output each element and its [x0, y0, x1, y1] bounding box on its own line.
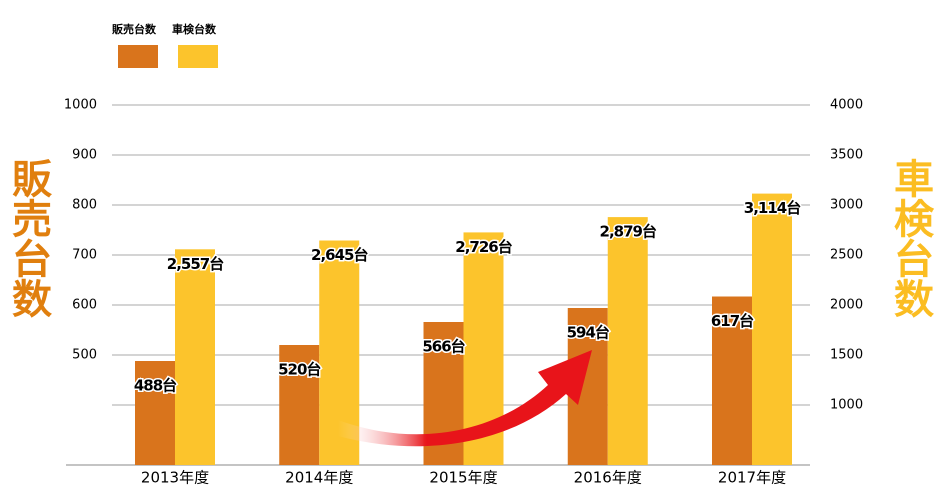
x-tick-label: 2016年度	[574, 469, 642, 487]
y2-axis-title: 車検台数	[887, 158, 933, 318]
legend-swatch	[178, 45, 218, 68]
value-label: 488台	[134, 377, 177, 395]
bar	[175, 249, 215, 465]
value-label: 617台	[711, 312, 754, 330]
y-tick-label: 900	[72, 148, 97, 163]
y2-tick-label: 1000	[830, 398, 863, 413]
y2-tick-label: 2500	[830, 248, 863, 263]
y-tick-label: 500	[72, 348, 97, 363]
value-label: 566台	[422, 338, 465, 356]
value-label: 2,645台	[311, 246, 368, 264]
y-tick-label: 1000	[64, 98, 97, 113]
y2-tick-label: 4000	[830, 98, 863, 113]
value-label: 594台	[567, 324, 610, 342]
y-tick-label: 800	[72, 198, 97, 213]
y2-tick-label: 1500	[830, 348, 863, 363]
y-tick-label: 600	[72, 298, 97, 313]
bar	[752, 193, 792, 465]
x-tick-label: 2014年度	[285, 469, 353, 487]
x-tick-label: 2013年度	[141, 469, 209, 487]
y2-tick-label: 3500	[830, 148, 863, 163]
legend-label: 販売台数	[112, 22, 157, 36]
value-label: 520台	[278, 361, 321, 379]
value-label: 2,557台	[167, 255, 224, 273]
x-tick-label: 2017年度	[718, 469, 786, 487]
value-label: 3,114台	[744, 199, 801, 217]
legend-label: 車検台数	[172, 22, 217, 36]
y-tick-label: 700	[72, 248, 97, 263]
y2-tick-label: 3000	[830, 198, 863, 213]
trend-arrow	[338, 350, 592, 447]
x-tick-label: 2015年度	[429, 469, 497, 487]
y2-tick-label: 2000	[830, 298, 863, 313]
bar	[279, 345, 320, 465]
bar	[135, 361, 175, 465]
legend-swatch	[118, 45, 158, 68]
value-label: 2,726台	[455, 238, 512, 256]
bar	[712, 296, 752, 465]
y-axis-title: 販売台数	[5, 158, 51, 318]
value-label: 2,879台	[600, 223, 657, 241]
bar	[607, 217, 648, 465]
